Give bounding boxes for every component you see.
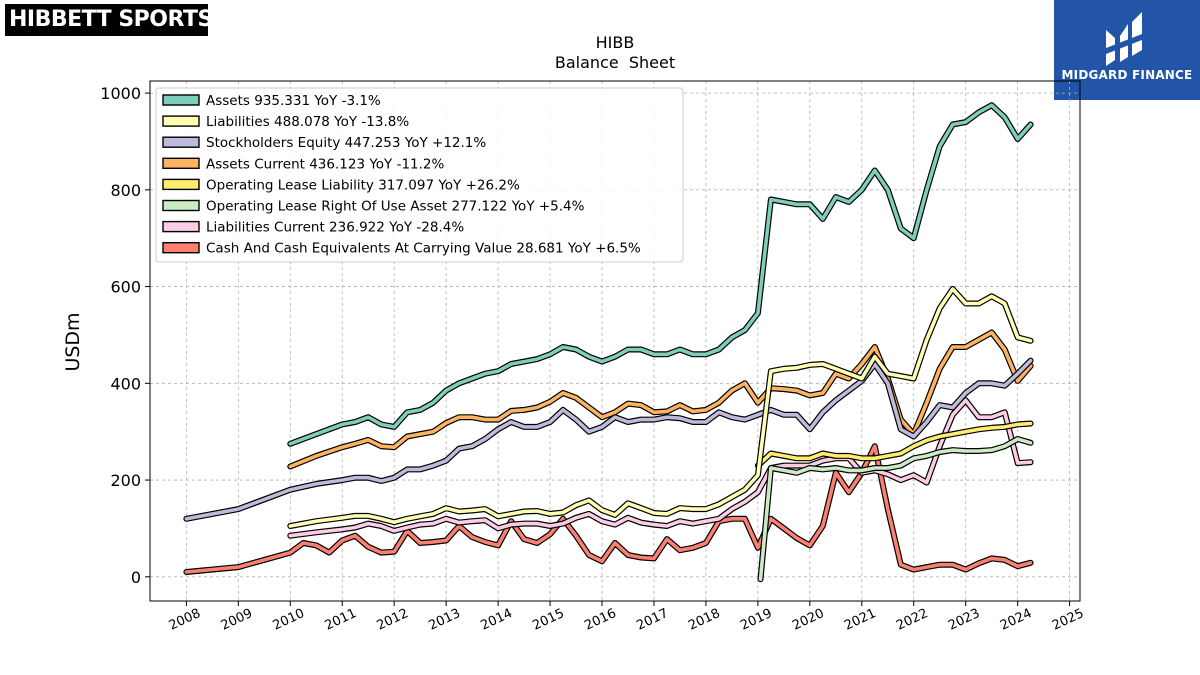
series-line: [287, 102, 1034, 447]
publisher-logo: MIDGARD FINANCE: [1054, 0, 1200, 100]
legend-label: Stockholders Equity 447.253 YoY +12.1%: [206, 135, 486, 151]
x-tick-label: 2015: [530, 606, 566, 634]
x-tick-label: 2017: [634, 606, 670, 634]
brand-logo: HIBBETT SPORTS®: [5, 4, 222, 36]
plot-frame: [149, 80, 1081, 602]
legend: Assets 935.331 YoY -3.1% Liabilities 488.…: [155, 87, 684, 263]
legend-item: Assets Current 436.123 YoY -11.2%: [162, 156, 445, 172]
legend-label: Liabilities Current 236.922 YoY -28.4%: [206, 220, 464, 236]
legend-swatch: [162, 115, 200, 127]
x-tick-label: 2018: [686, 606, 722, 634]
series-line: [183, 357, 1034, 522]
brand-registered-mark: ®: [212, 6, 222, 16]
legend-item: Assets 935.331 YoY -3.1%: [162, 93, 381, 109]
chart-title: HIBB: [596, 33, 635, 52]
x-tick-label: 2009: [219, 606, 255, 634]
legend-swatch: [162, 94, 200, 106]
legend-swatch: [162, 157, 200, 170]
series-line-stroke: [184, 358, 1033, 521]
legend-label: Operating Lease Right Of Use Asset 277.1…: [206, 199, 585, 215]
legend-item: Operating Lease Right Of Use Asset 277.1…: [162, 199, 585, 215]
publisher-name: MIDGARD FINANCE: [1061, 68, 1193, 82]
legend-label: Assets Current 436.123 YoY -11.2%: [206, 156, 445, 172]
series-line: [287, 397, 1034, 539]
series-lines: [183, 102, 1034, 583]
y-tick-label: 200: [110, 471, 141, 490]
y-tick-label: 400: [110, 374, 141, 393]
series-line-outline: [287, 286, 1034, 529]
x-tick-label: 2013: [426, 606, 462, 634]
x-tick-label: 2016: [582, 606, 618, 634]
y-tick-label: 1000: [100, 84, 141, 103]
series-line: [754, 420, 1034, 469]
series-line: [287, 286, 1034, 529]
legend-item: Liabilities 488.078 YoY -13.8%: [162, 114, 409, 130]
legend-item: Liabilities Current 236.922 YoY -28.4%: [162, 220, 464, 236]
legend-item: Operating Lease Liability 317.097 YoY +2…: [162, 177, 520, 193]
x-tick-label: 2014: [478, 606, 514, 634]
legend-item: Stockholders Equity 447.253 YoY +12.1%: [162, 135, 486, 151]
x-tick-label: 2010: [271, 606, 307, 634]
legend-label: Cash And Cash Equivalents At Carrying Va…: [206, 241, 641, 257]
legend-label: Assets 935.331 YoY -3.1%: [206, 93, 381, 109]
series-line-stroke: [288, 287, 1033, 528]
publisher-emblem-icon: [1106, 12, 1142, 66]
legend-swatch: [162, 136, 200, 148]
series-line-stroke: [288, 398, 1033, 538]
legend-swatch: [162, 199, 200, 212]
x-tick-label: 2023: [946, 606, 982, 634]
x-tick-label: 2012: [375, 606, 411, 634]
legend-label: Operating Lease Liability 317.097 YoY +2…: [206, 177, 520, 193]
y-tick-label: 800: [110, 181, 141, 200]
legend-swatch: [162, 241, 200, 254]
series-line-stroke: [756, 421, 1033, 468]
series-line-stroke: [758, 437, 1033, 582]
legend-label: Liabilities 488.078 YoY -13.8%: [206, 114, 409, 130]
series-line-stroke: [184, 444, 1033, 574]
series-line: [757, 436, 1034, 583]
x-tick-label: 2020: [790, 606, 826, 634]
chart-subtitle: Balance Sheet: [555, 53, 675, 72]
x-tick-label: 2021: [842, 606, 878, 634]
legend-swatch: [162, 178, 200, 191]
series-line-stroke: [288, 103, 1033, 446]
y-axis-label: USDm: [62, 312, 84, 371]
series-line-outline: [183, 357, 1034, 522]
legend-item: Cash And Cash Equivalents At Carrying Va…: [162, 241, 641, 257]
x-tick-label: 2024: [998, 606, 1034, 634]
brand-name: HIBBETT SPORTS: [9, 7, 213, 32]
series-line: [287, 329, 1034, 470]
x-tick-label: 2019: [738, 606, 774, 634]
x-tick-label: 2011: [323, 606, 359, 634]
legend-swatch: [162, 220, 200, 233]
x-tick-label: 2008: [167, 606, 203, 634]
series-line-stroke: [288, 330, 1033, 469]
legend-box: [155, 87, 684, 263]
series-line: [183, 443, 1034, 575]
x-tick-label: 2022: [894, 606, 930, 634]
x-tick-label: 2025: [1050, 606, 1086, 634]
y-tick-label: 0: [131, 568, 141, 587]
y-tick-label: 600: [110, 278, 141, 297]
